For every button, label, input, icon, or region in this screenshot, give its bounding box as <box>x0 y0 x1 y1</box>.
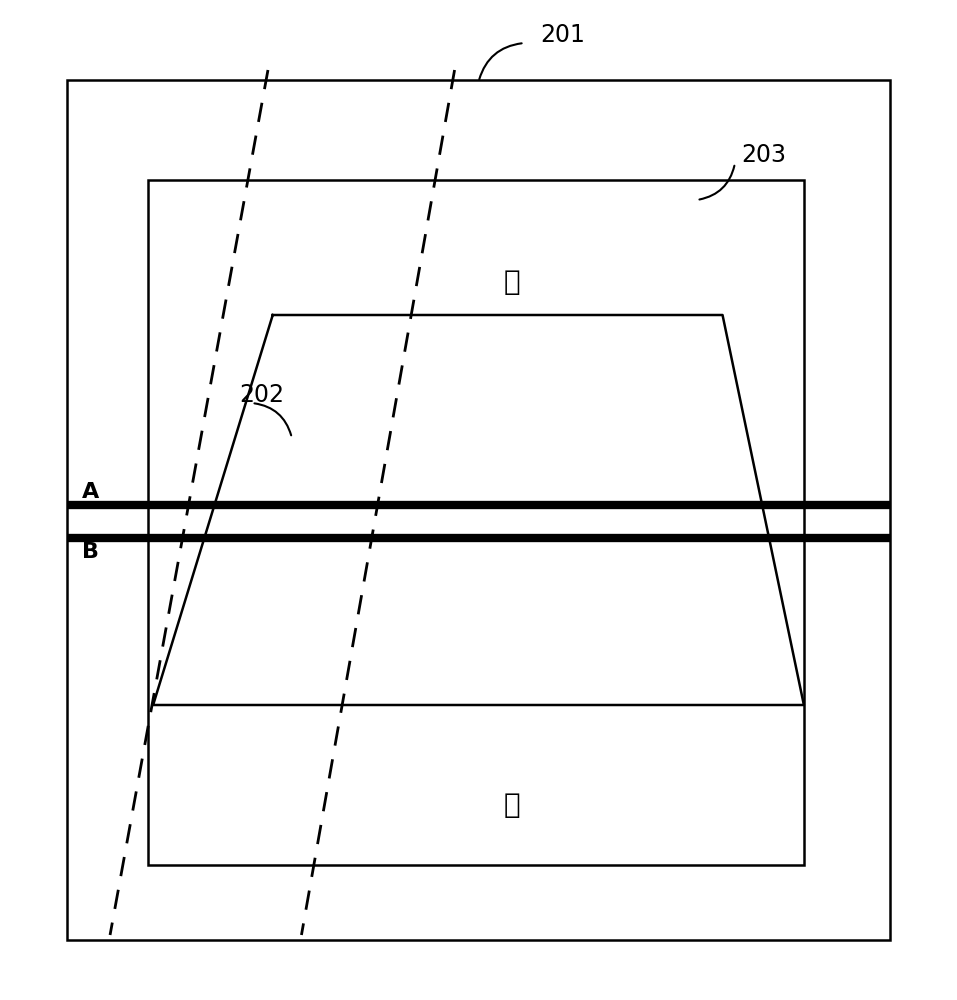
Text: 203: 203 <box>742 143 787 167</box>
Text: 201: 201 <box>541 23 586 47</box>
Bar <box>67 80 890 940</box>
Bar <box>148 180 804 865</box>
Text: 后: 后 <box>503 268 521 296</box>
Text: A: A <box>82 482 100 502</box>
Text: 202: 202 <box>239 383 284 407</box>
Text: 前: 前 <box>503 791 521 819</box>
Text: B: B <box>82 542 100 562</box>
